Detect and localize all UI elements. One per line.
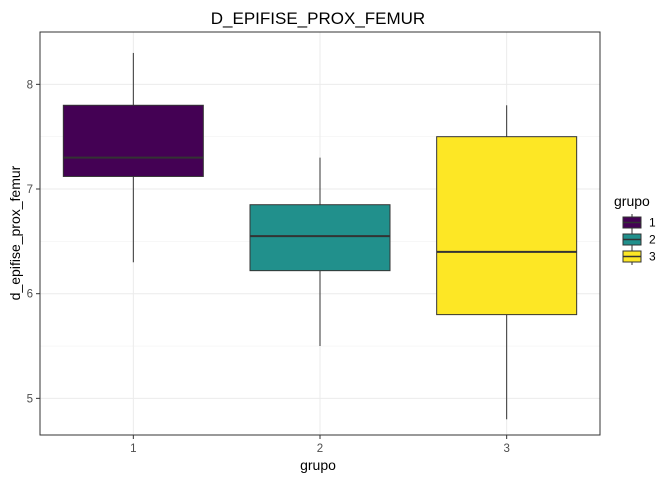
- box-layer: [62, 52, 578, 420]
- x-tick-label: 1: [130, 443, 136, 455]
- y-axis-title: d_epifise_prox_femur: [7, 165, 23, 300]
- x-tick-label: 3: [503, 443, 509, 455]
- chart-title: D_EPIFISE_PROX_FEMUR: [211, 9, 425, 28]
- legend-label: 3: [649, 250, 656, 264]
- y-tick-label: 5: [27, 393, 33, 405]
- legend-label: 1: [649, 216, 656, 230]
- legend-label: 2: [649, 233, 656, 247]
- box-group-2: [249, 204, 391, 272]
- y-tick-label: 7: [27, 184, 33, 196]
- x-tick-label: 2: [317, 443, 323, 455]
- x-axis: 1 2 3: [130, 435, 510, 455]
- x-axis-title: grupo: [300, 457, 336, 473]
- y-axis: 5 6 7 8: [27, 79, 40, 405]
- legend: 1 2 3: [622, 214, 656, 265]
- y-tick-label: 8: [27, 79, 33, 91]
- legend-title: grupo: [614, 193, 650, 209]
- box-group-1: [62, 104, 204, 177]
- y-tick-label: 6: [27, 289, 33, 301]
- box-group-3: [436, 136, 578, 316]
